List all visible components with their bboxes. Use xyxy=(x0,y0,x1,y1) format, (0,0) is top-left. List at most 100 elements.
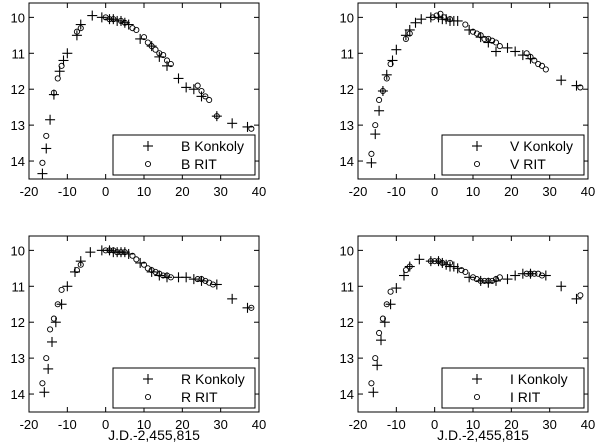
rit-point xyxy=(435,258,442,265)
rit-point xyxy=(248,125,255,132)
rit-point xyxy=(198,87,205,95)
konkoly-point xyxy=(381,69,392,80)
konkoly-point xyxy=(366,157,377,168)
rit-point xyxy=(144,265,151,272)
rit-point xyxy=(446,259,454,266)
y-tick-label: 13 xyxy=(340,118,354,133)
rit-point xyxy=(481,35,488,42)
konkoly-point xyxy=(188,274,199,285)
panel-b: -20 -10 0 10 20 30 40 10 11 12 13 14 B Konkoly B RIT xyxy=(11,2,266,199)
rit-point xyxy=(535,270,542,277)
x-tick-label: 20 xyxy=(175,184,189,199)
x-tick-label: 0 xyxy=(431,184,438,199)
rit-point xyxy=(106,247,113,254)
konkoly-point xyxy=(491,46,501,57)
legend-label: R Konkoly xyxy=(181,371,245,387)
rit-point xyxy=(473,30,480,37)
rit-point xyxy=(50,89,57,96)
rit-point xyxy=(102,247,109,254)
rit-point xyxy=(77,261,84,268)
konkoly-point xyxy=(374,105,385,116)
rit-point xyxy=(194,276,201,283)
rit-point xyxy=(43,355,50,362)
x-tick-label: -20 xyxy=(20,417,39,432)
x-tick-label: 30 xyxy=(542,184,556,199)
rit-point xyxy=(383,75,390,82)
x-tick-label: 40 xyxy=(581,184,595,199)
konkoly-point xyxy=(162,272,172,283)
konkoly-point xyxy=(377,86,388,96)
panel-r: -20 -10 0 10 20 30 40 10 11 12 13 14 R Konkoly R RIT J… xyxy=(11,235,266,443)
x-tick-label: 20 xyxy=(504,417,518,432)
rit-point xyxy=(198,276,205,283)
konkoly-point xyxy=(43,363,54,374)
konkoly-point xyxy=(37,168,48,179)
konkoly-point xyxy=(376,335,386,346)
rit-point xyxy=(496,274,503,281)
konkoly-point xyxy=(391,283,402,294)
rit-point xyxy=(194,82,201,89)
legend-plus-marker xyxy=(143,141,153,151)
legend-plus-marker xyxy=(472,374,482,384)
legend-circle-marker xyxy=(144,160,152,168)
legend-label: B Konkoly xyxy=(181,138,244,154)
konkoly-point xyxy=(475,275,486,286)
rit-point xyxy=(379,315,386,322)
y-tick-label: 10 xyxy=(340,243,354,258)
konkoly-point xyxy=(452,263,463,274)
rit-point xyxy=(156,270,163,277)
y-tick-label: 14 xyxy=(11,154,25,169)
rit-point xyxy=(485,277,492,284)
konkoly-point xyxy=(47,336,57,347)
rit-point xyxy=(433,12,440,19)
legend-circle-marker xyxy=(473,160,481,168)
x-tick-label: 40 xyxy=(581,417,595,432)
konkoly-point xyxy=(188,84,199,95)
konkoly-point xyxy=(404,261,415,272)
legend-label: R RIT xyxy=(181,389,218,405)
legend-label: V RIT xyxy=(510,156,546,172)
konkoly-point xyxy=(502,274,513,285)
rit-point xyxy=(437,10,444,17)
rit-point xyxy=(469,28,477,35)
rit-point xyxy=(441,14,448,21)
rit-point xyxy=(477,277,484,284)
konkoly-point xyxy=(87,10,98,21)
konkoly-point xyxy=(385,299,396,310)
konkoly-point xyxy=(173,73,184,84)
x-tick-label: 30 xyxy=(213,417,227,432)
konkoly-point xyxy=(62,281,73,292)
rit-point xyxy=(439,259,446,266)
rit-point xyxy=(152,268,159,275)
rit-point xyxy=(527,53,534,60)
y-tick-label: 12 xyxy=(11,82,25,97)
konkoly-point xyxy=(162,60,172,71)
konkoly-point xyxy=(452,15,463,26)
rit-point xyxy=(209,281,217,288)
rit-point xyxy=(110,16,117,23)
y-tick-label: 13 xyxy=(11,118,25,133)
y-tick-label: 12 xyxy=(340,82,354,97)
legend: R Konkoly R RIT xyxy=(112,367,256,409)
rit-point xyxy=(523,50,530,57)
panel-v: -20 -10 0 10 20 30 40 10 11 12 13 14 V Konkoly V RIT xyxy=(340,2,595,199)
legend-plus-marker xyxy=(472,141,482,151)
rit-point xyxy=(402,267,409,274)
y-tick-label: 14 xyxy=(340,387,354,402)
rit-point xyxy=(58,286,65,293)
rit-point xyxy=(206,96,213,104)
x-tick-label: 0 xyxy=(431,417,438,432)
konkoly-point xyxy=(540,270,551,281)
konkoly-point xyxy=(464,272,475,283)
legend: B Konkoly B RIT xyxy=(112,134,256,176)
legend-label: V Konkoly xyxy=(510,138,573,154)
konkoly-point xyxy=(75,256,86,267)
rit-point xyxy=(462,268,469,275)
legend-label: I Konkoly xyxy=(510,371,568,387)
legend: I Konkoly I RIT xyxy=(441,367,585,409)
rit-point xyxy=(462,21,469,28)
konkoly-point xyxy=(123,19,134,30)
konkoly-point xyxy=(135,33,146,44)
x-tick-label: 20 xyxy=(504,184,518,199)
x-tick-label: -10 xyxy=(387,184,406,199)
